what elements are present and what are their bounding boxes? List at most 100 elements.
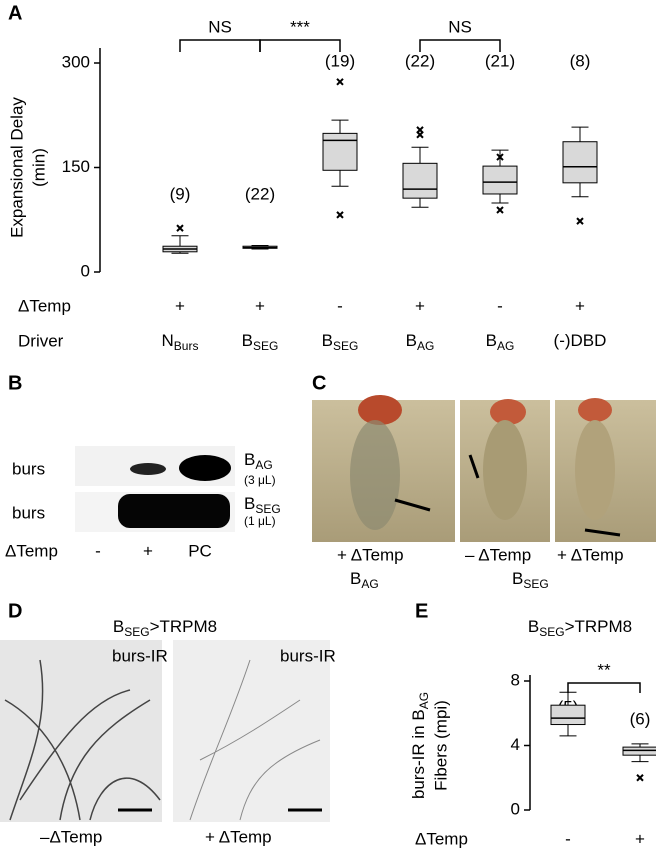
outlier	[336, 78, 344, 86]
fiber	[189, 659, 321, 821]
text-part: burs-IR in B	[409, 709, 428, 799]
image-caption: + ΔTemp	[205, 827, 272, 846]
x-tick-label: NBurs	[162, 331, 199, 353]
x-tick-label: BAG	[406, 331, 435, 353]
blot-band	[118, 494, 230, 528]
outlier	[496, 153, 504, 161]
panel-letter: E	[415, 600, 428, 622]
x-tick-label: BAG	[486, 331, 515, 353]
blot-volume: (1 μL)	[244, 514, 276, 528]
arrow	[394, 498, 431, 512]
blot-band	[130, 463, 166, 475]
row-label: ΔTemp	[18, 296, 71, 315]
lanes-label: ΔTemp	[5, 541, 58, 560]
subscript: Burs	[174, 339, 199, 353]
text-part: B	[486, 331, 497, 350]
x-tick-label: -	[565, 829, 571, 848]
text-part: B	[350, 569, 361, 588]
x-tick-label: (-)DBD	[554, 331, 607, 350]
fiber	[4, 659, 161, 821]
subscript: AG	[361, 577, 378, 591]
significance: NS	[208, 17, 232, 36]
fly-body	[350, 420, 400, 530]
y-tick-label: 8	[511, 670, 520, 689]
row-label: burs	[12, 459, 45, 478]
panel-letter: A	[8, 2, 22, 24]
subscript: AG	[417, 339, 434, 353]
image-label: burs-IR	[280, 646, 336, 665]
lane-label: +	[143, 541, 153, 560]
x-tick-label: -	[497, 296, 503, 315]
photo-caption: + ΔTemp	[337, 545, 404, 564]
subscript: SEG	[253, 339, 278, 353]
fly-body	[483, 420, 527, 520]
subscript: AG	[497, 339, 514, 353]
panel-title: BSEG>TRPM8	[113, 617, 217, 639]
chart-title: BSEG>TRPM8	[528, 617, 632, 639]
text-part: B	[528, 617, 539, 636]
y-axis-label: burs-IR in BAG	[409, 692, 431, 799]
outlier	[176, 224, 184, 232]
count-label: (21)	[485, 51, 515, 70]
y-axis-label: (min)	[29, 148, 48, 187]
subscript: SEG	[255, 502, 280, 516]
subscript: AG	[417, 692, 431, 709]
bracket	[419, 39, 501, 52]
blot-label: BSEG	[244, 494, 281, 516]
count-label: (8)	[570, 51, 591, 70]
box	[550, 704, 586, 726]
count-label: (22)	[405, 51, 435, 70]
box	[562, 141, 598, 184]
row-label: burs	[12, 503, 45, 522]
box	[482, 165, 518, 195]
x-tick-label: -	[337, 296, 343, 315]
y-tick-label: 150	[62, 157, 90, 176]
x-tick-label: BSEG	[242, 331, 279, 353]
bracket	[179, 39, 261, 52]
bracket	[567, 682, 641, 693]
text-part: >TRPM8	[565, 617, 633, 636]
y-axis-label: Expansional Delay	[7, 97, 26, 238]
blot-band	[179, 455, 231, 481]
row-label: Driver	[18, 331, 64, 350]
box	[322, 132, 358, 171]
significance: **	[597, 660, 611, 679]
text-part: >TRPM8	[150, 617, 218, 636]
fly-eye	[358, 395, 402, 425]
blot-volume: (3 μL)	[244, 473, 276, 487]
fly-eye	[578, 398, 612, 422]
y-tick-label: 4	[511, 735, 520, 754]
driver-label: BSEG	[512, 569, 549, 591]
count-label: (6)	[630, 709, 651, 728]
box	[402, 162, 438, 199]
image-caption: –ΔTemp	[40, 827, 102, 846]
micrograph	[0, 640, 162, 822]
text-part: B	[113, 617, 124, 636]
x-tick-label: +	[415, 296, 425, 315]
x-tick-label: BSEG	[322, 331, 359, 353]
significance: ***	[290, 17, 310, 36]
photo-caption: + ΔTemp	[557, 545, 624, 564]
count-label: (9)	[170, 184, 191, 203]
fly-body	[575, 420, 615, 520]
text-part: B	[242, 331, 253, 350]
row-label: ΔTemp	[415, 829, 468, 848]
fly-eye	[490, 399, 526, 425]
outlier	[336, 211, 344, 219]
text-part: B	[244, 450, 255, 469]
y-axis-label: Fibers (mpi)	[431, 700, 450, 791]
y-tick-label: 0	[511, 799, 520, 818]
lane-label: PC	[188, 541, 212, 560]
text-part: B	[512, 569, 523, 588]
photo-caption: – ΔTemp	[465, 545, 531, 564]
x-tick-label: +	[255, 296, 265, 315]
panel-letter: D	[8, 600, 22, 622]
x-tick-label: +	[175, 296, 185, 315]
text-part: (-)DBD	[554, 331, 607, 350]
significance: NS	[448, 17, 472, 36]
blot-label: BAG	[244, 450, 273, 472]
y-tick-label: 300	[62, 52, 90, 71]
text-part: N	[162, 331, 174, 350]
panel-letter: C	[312, 372, 326, 394]
